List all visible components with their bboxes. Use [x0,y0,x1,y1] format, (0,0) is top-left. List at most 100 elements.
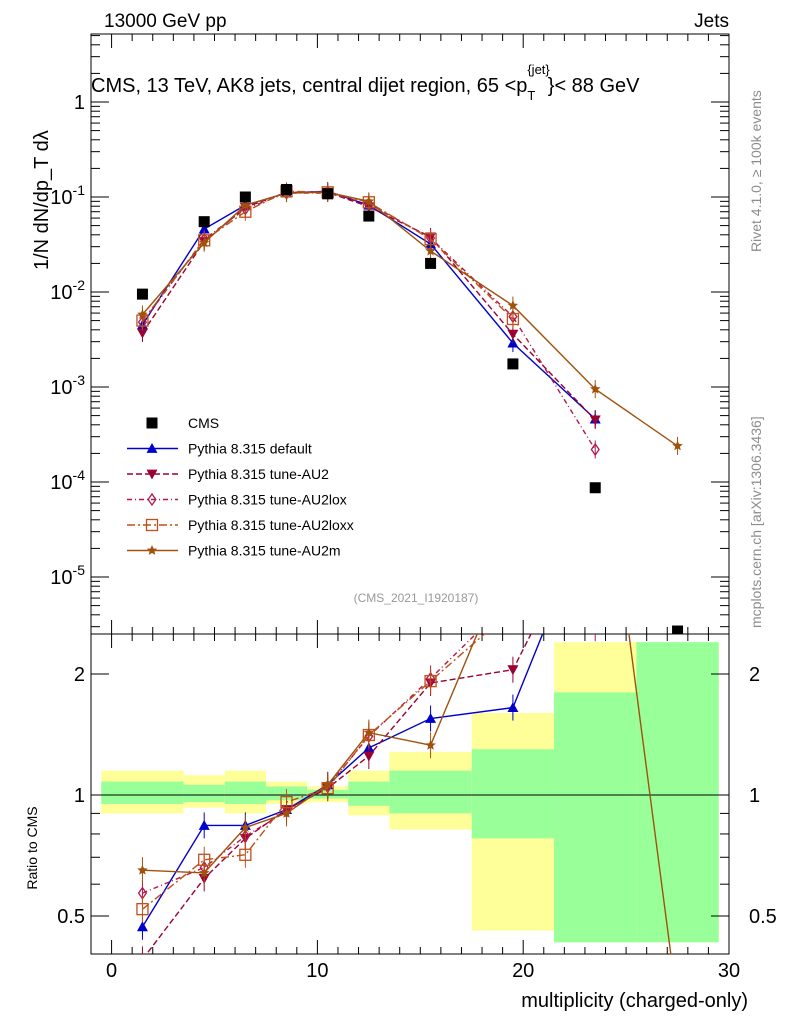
ratio-point-1-7 [507,665,519,676]
ratio-point-2-2 [240,829,250,843]
analysis-id: (CMS_2021_I1920187) [354,591,479,605]
ratio-point-4-0 [137,864,148,875]
ratio-tick-label-left-0: 0.5 [57,906,85,928]
top-line-2 [141,192,596,450]
ratio-point-0-0 [136,921,148,932]
ratio-line-4 [142,634,672,954]
legend-label-0: CMS [188,415,219,431]
data-point-0 [136,288,148,300]
x-axis-ticks: 0 10 20 30 [90,34,740,982]
data-point-5 [363,210,375,222]
top-point-4-6 [425,245,436,256]
ratio-point-3-7 [507,604,518,615]
ratio-point-4-7 [508,543,518,553]
x-tick-label-30: 30 [718,960,740,982]
legend-label-3: Pythia 8.315 tune-AU2lox [188,492,347,508]
top-tick-label-0: 1 [74,92,85,114]
top-line-1 [141,191,596,421]
ratio-plot-frame [90,633,730,955]
ratio-point-0-1 [198,819,210,830]
top-point-4-1 [199,237,210,248]
data-point-2 [239,191,251,203]
ratio-y-ticks: 0.5 0.5 1 1 2 2 [57,664,777,928]
y-axis-label-top: 1/N dN/dp_T dλ [31,130,53,270]
ratio-series-group [136,371,672,965]
band-green-7 [471,749,555,839]
ratio-point-1-5 [363,751,375,762]
top-point-0-1 [198,223,210,234]
data-point-9 [672,625,684,634]
energy-label: 13000 GeV pp [104,11,227,32]
legend-marker-0 [146,417,158,429]
top-y-ticks: 1 10-1 10-2 10-3 10-4 10-5 [50,35,729,628]
x-tick-label-0: 0 [106,960,117,982]
legend-marker-5 [146,545,158,555]
ratio-point-4-2 [240,822,251,832]
top-point-4-0 [137,309,148,319]
band-green-0 [101,781,184,804]
x-tick-label-10: 10 [306,960,328,982]
ratio-tick-label-left-1: 1 [74,785,85,807]
top-point-4-7 [507,300,519,310]
ratio-point-0-7 [507,702,519,712]
legend-marker-2 [146,469,158,480]
ratio-point-4-6 [425,739,436,750]
band-green-5 [348,781,390,806]
y-axis-label-ratio: Ratio to CMS [24,806,40,889]
band-green-9 [636,642,719,943]
data-point-1 [198,216,210,228]
ratio-tick-label-right-1: 1 [749,785,760,807]
top-point-4-5 [363,195,375,206]
ratio-uncertainty-bands [101,642,719,943]
top-line-3 [141,190,514,322]
legend-label-2: Pythia 8.315 tune-AU2 [188,466,329,482]
top-point-2-8 [590,442,600,457]
data-point-4 [322,188,334,200]
data-point-7 [507,358,519,370]
legend-label-1: Pythia 8.315 default [188,441,312,457]
ratio-point-1-8 [590,503,601,513]
band-green-1 [183,784,225,803]
x-tick-label-20: 20 [512,960,534,982]
category-label: Jets [694,11,729,32]
legend-marker-4 [145,518,159,532]
top-tick-label-1: 10-1 [50,182,85,209]
top-series-group [136,182,684,634]
top-tick-label-2: 10-2 [50,277,85,304]
ratio-tick-label-right-0: 0.5 [749,906,777,928]
legend-marker-3 [147,492,157,507]
top-line-4 [141,191,678,447]
legend-marker-1 [146,443,158,453]
legend-label-5: Pythia 8.315 tune-AU2m [188,543,341,559]
top-point-4-8 [590,383,601,394]
ratio-point-3-6 [424,674,437,688]
top-point-4-2 [240,199,251,210]
ratio-line-3 [142,634,486,910]
ratio-point-0-8 [590,498,601,508]
ratio-point-2-8 [594,634,596,635]
ratio-point-3-2 [239,848,252,861]
top-line-0 [141,190,596,420]
top-plot-frame [90,33,730,635]
chart-title: CMS, 13 TeV, AK8 jets, central dijet reg… [91,62,640,103]
ratio-point-4-8 [590,371,601,381]
ratio-point-4-4 [322,779,333,790]
ratio-point-2-7 [509,592,517,603]
band-green-6 [389,770,472,814]
ratio-tick-label-right-2: 2 [749,664,760,686]
legend-label-4: Pythia 8.315 tune-AU2loxx [188,517,354,533]
band-green-8 [554,692,637,943]
top-tick-label-5: 10-5 [50,562,85,589]
legend: CMS Pythia 8.315 default Pythia 8.315 tune… [127,415,354,559]
ratio-point-3-0 [136,903,149,916]
top-tick-label-4: 10-4 [50,467,85,494]
ratio-point-1-0 [137,955,148,965]
ratio-point-0-6 [425,712,437,723]
top-point-1-0 [136,328,148,339]
ratio-point-4-5 [363,727,375,737]
top-point-1-8 [589,415,601,426]
ratio-point-4-1 [199,867,210,878]
x-axis-label: multiplicity (charged-only) [521,990,748,1012]
ratio-tick-label-left-2: 2 [74,664,85,686]
